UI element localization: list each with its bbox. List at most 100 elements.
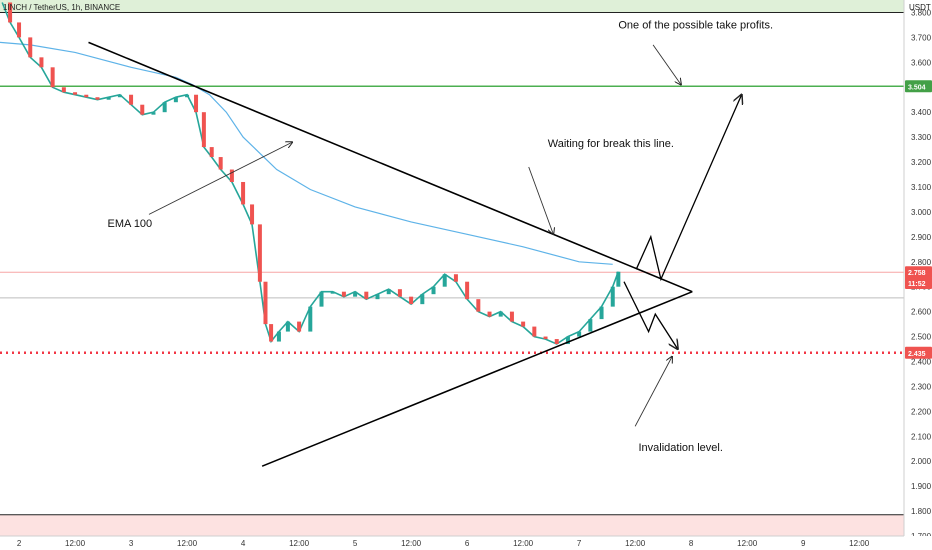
x-tick-label: 12:00 [289,539,310,548]
price-candle [599,306,604,320]
price-candle [257,224,262,282]
price-candle [498,311,503,317]
y-tick-label: 2.400 [911,357,932,366]
price-tag-label: 2.435 [908,351,926,358]
price-candle [285,321,290,332]
x-tick-label: 6 [465,539,470,548]
price-candle [50,67,55,88]
y-tick-label: 1.900 [911,482,932,491]
price-candle [554,339,559,345]
time-axis-background [0,536,932,550]
y-tick-label: 2.800 [911,258,932,267]
price-tag-2-758 [905,266,932,279]
y-tick-label: 2.600 [911,308,932,317]
price-candle [420,294,425,305]
y-tick-label: 2.500 [911,333,932,342]
price-candle [532,326,537,337]
breakout-note: Waiting for break this line. [548,138,674,150]
price-candle [409,296,414,305]
y-tick-label: 3.600 [911,58,932,67]
x-tick-label: 12:00 [737,539,758,548]
price-candle [476,299,481,312]
y-tick-label: 3.200 [911,158,932,167]
price-candle [577,331,582,337]
price-candle [610,286,615,307]
price-candle [218,157,223,170]
price-candle [39,57,44,68]
ema-arrow [148,142,292,215]
series-price [1,2,620,345]
price-candle [241,181,246,205]
price-candle [319,291,324,307]
y-tick-label: 3.300 [911,133,932,142]
price-candle [17,22,22,38]
price-tag-11-52 [905,276,932,289]
price-candle [194,94,199,113]
price-candle [543,336,548,340]
price-candle [185,94,190,98]
price-tag-2-435 [905,346,932,359]
price-candle [61,87,66,93]
price-tag-3-504 [905,80,932,93]
price-candle [269,324,274,342]
x-tick-label: 12:00 [625,539,646,548]
price-candle [151,112,156,115]
price-candle [297,321,302,332]
symbol-header: 1INCH / TetherUS, 1h, BINANCE [3,3,120,12]
y-tick-label: 2.000 [911,457,932,466]
price-candle [73,92,78,95]
x-tick-label: 2 [17,539,22,548]
series-ema-100 [0,41,613,265]
currency-label: USDT [909,3,931,12]
price-candle [465,281,470,300]
y-tick-label: 3.100 [911,183,932,192]
price-tag-label: 11:52 [908,281,926,288]
price-candle [263,281,268,325]
price-tag-label: 3.504 [908,84,926,91]
price-candle [616,271,621,287]
price-candle [95,97,100,100]
price-candle [341,291,346,297]
price-candle [140,104,145,115]
bullish-path [635,95,741,282]
x-tick-label: 12:00 [849,539,870,548]
top-zone [0,0,904,13]
price-candle [308,306,313,332]
x-tick-label: 12:00 [401,539,422,548]
price-candle [276,331,281,342]
x-tick-label: 8 [689,539,694,548]
x-tick-label: 7 [577,539,582,548]
price-candle [209,147,214,158]
price-candle [129,94,134,105]
price-candle [364,291,369,300]
price-candle [487,311,492,317]
y-tick-label: 1.800 [911,507,932,516]
price-candle [375,294,380,300]
take-profit-note: One of the possible take profits. [618,20,773,32]
x-tick-label: 5 [353,539,358,548]
bottom-zone [0,514,904,536]
take-profit-arrow [652,44,681,85]
lower-trendline [261,290,693,467]
y-tick-label: 3.400 [911,108,932,117]
price-candle [117,94,122,98]
bearish-path [623,281,678,349]
price-tag-label: 2.758 [908,270,926,277]
price-candle [386,289,391,295]
price-candle [565,336,570,345]
price-candle [442,274,447,287]
y-tick-label: 3.700 [911,33,932,42]
breakout-arrow [528,166,554,234]
price-candle [330,291,335,294]
price-candle [431,286,436,295]
price-candle [229,169,234,182]
price-candle [588,319,593,332]
ema-label: EMA 100 [108,218,153,230]
y-tick-label: 3.000 [911,208,932,217]
x-tick-label: 12:00 [177,539,198,548]
y-tick-label: 2.300 [911,382,932,391]
price-candle [162,102,167,113]
x-tick-label: 12:00 [65,539,86,548]
